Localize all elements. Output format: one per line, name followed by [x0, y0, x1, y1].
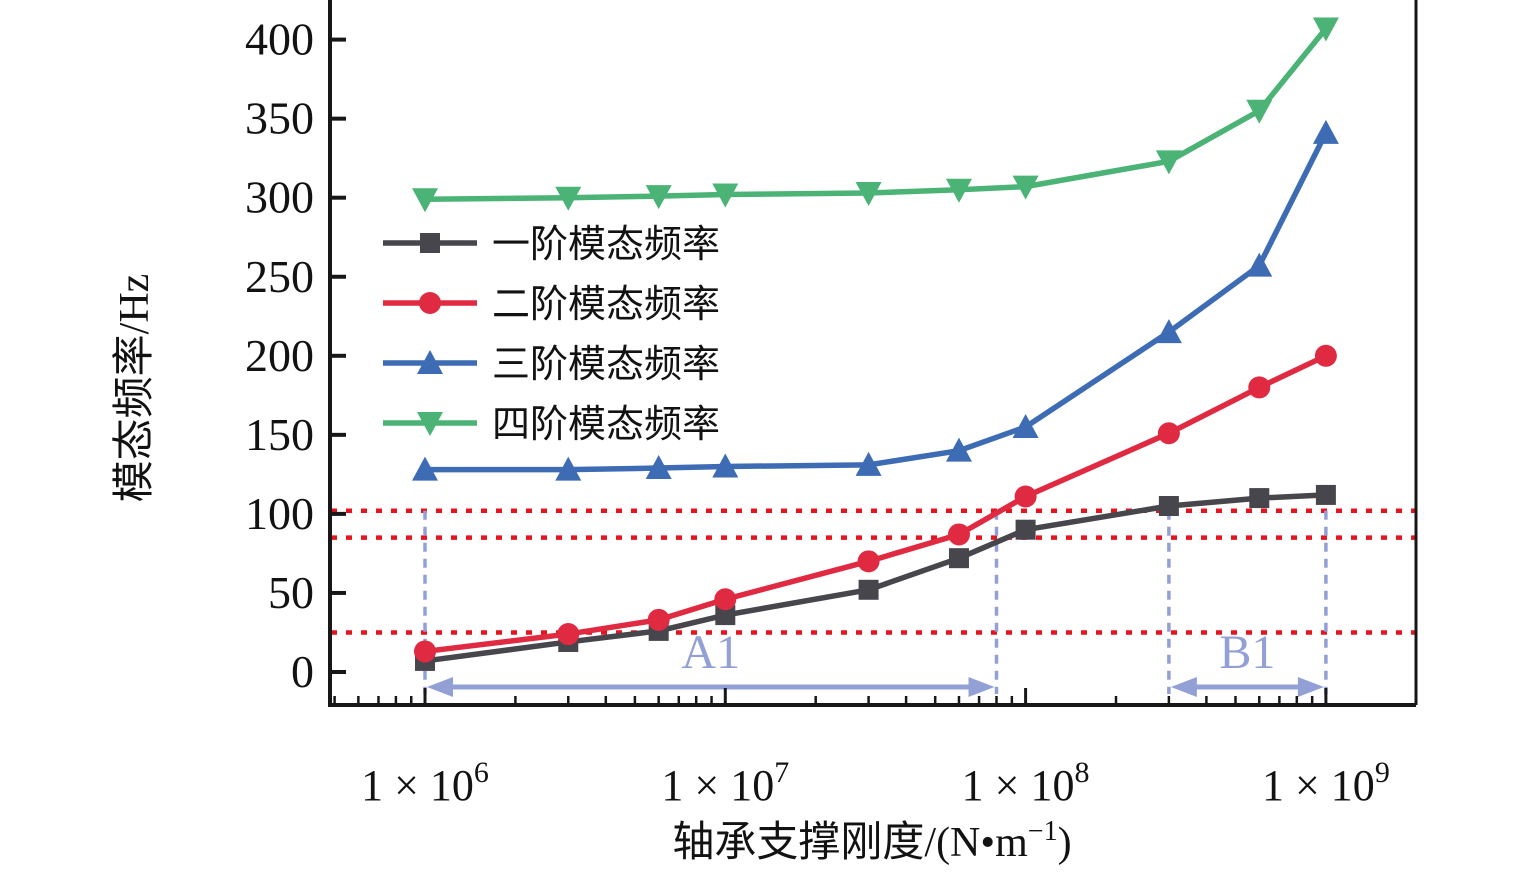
marker-triangle-up: [645, 455, 672, 480]
arrow-head: [1297, 677, 1324, 697]
annotation-regions: A1 B1: [423, 510, 1328, 697]
marker-triangle-up: [555, 456, 582, 481]
series-2: [414, 344, 1337, 663]
arrow-head: [968, 677, 995, 697]
y-tick-label: 300: [245, 172, 314, 223]
arrow-head: [1170, 677, 1197, 697]
marker-triangle-up: [1012, 413, 1039, 438]
marker-triangle-down: [417, 412, 443, 436]
axes: [328, 0, 1418, 707]
series-3: [412, 119, 1339, 481]
marker-triangle-down: [712, 183, 739, 208]
marker-triangle-up: [1246, 252, 1273, 277]
marker-triangle-down: [1246, 99, 1273, 124]
marker-square: [1015, 519, 1036, 540]
y-tick-label: 350: [245, 93, 314, 144]
marker-triangle-down: [645, 185, 672, 210]
series-4: [412, 17, 1339, 213]
marker-circle: [1314, 344, 1337, 367]
marker-triangle-up: [417, 350, 443, 374]
marker-square: [1158, 495, 1179, 516]
marker-circle: [1014, 485, 1037, 508]
legend-label: 四阶模态频率: [492, 404, 720, 446]
series-line: [422, 353, 1329, 655]
legend-item: 一阶模态频率: [383, 224, 720, 266]
y-tick-label: 200: [245, 330, 314, 381]
y-tick-label: 100: [245, 488, 314, 539]
marker-circle: [419, 292, 441, 314]
x-tick-label: 1 × 108: [962, 756, 1090, 810]
marker-square: [948, 548, 969, 569]
x-tick-label: 1 × 106: [361, 756, 489, 810]
x-tick-label: 1 × 107: [661, 756, 789, 810]
marker-circle: [1157, 422, 1180, 445]
series-line: [422, 130, 1329, 473]
y-tick-label: 0: [291, 646, 314, 697]
marker-triangle-down: [555, 186, 582, 211]
y-tick-label: 50: [268, 567, 314, 618]
marker-square: [715, 605, 736, 626]
marker-circle: [557, 623, 580, 646]
marker-triangle-up: [412, 456, 438, 481]
y-axis-title: 模态频率/Hz: [111, 274, 158, 503]
marker-triangle-up: [1155, 319, 1182, 344]
arrow-head: [427, 677, 453, 697]
x-tick-labels: 1 × 106 1 × 107 1 × 108 1 × 109: [361, 756, 1390, 810]
marker-triangle-down: [1012, 175, 1039, 200]
marker-triangle-up: [855, 451, 882, 476]
legend-item: 三阶模态频率: [383, 344, 720, 386]
marker-square: [420, 233, 440, 253]
legend-label: 三阶模态频率: [492, 344, 720, 386]
y-tick-labels: 0 50 100 150 200 250 300 350 400: [245, 14, 314, 697]
marker-triangle-up: [945, 437, 972, 462]
legend-label: 二阶模态频率: [492, 284, 720, 326]
marker-triangle-down: [412, 188, 438, 213]
marker-triangle-up: [1312, 119, 1339, 144]
series-lines: [412, 17, 1339, 671]
legend-item: 四阶模态频率: [383, 404, 720, 446]
legend-label: 一阶模态频率: [492, 224, 720, 266]
marker-circle: [414, 640, 436, 663]
legend-item: 二阶模态频率: [383, 284, 720, 326]
marker-circle: [647, 608, 670, 631]
region-label: B1: [1219, 626, 1275, 679]
marker-triangle-down: [945, 178, 972, 203]
y-tick-label: 400: [245, 14, 314, 65]
x-tick-label: 1 × 109: [1262, 756, 1390, 810]
marker-circle: [714, 588, 737, 611]
marker-square: [1249, 488, 1270, 509]
y-tick-label: 250: [245, 251, 314, 302]
marker-circle: [1248, 376, 1271, 399]
region-label: A1: [681, 626, 740, 679]
reference-lines: [331, 508, 1415, 635]
marker-triangle-down: [1155, 150, 1182, 175]
marker-square: [858, 579, 879, 600]
marker-square: [1315, 484, 1336, 505]
x-axis-title: 轴承支撑刚度/(N•m−1): [672, 816, 1071, 866]
marker-triangle-down: [855, 181, 882, 206]
y-tick-label: 150: [245, 409, 314, 460]
series-line: [422, 25, 1329, 203]
marker-triangle-up: [712, 453, 739, 478]
marker-circle: [947, 523, 970, 546]
marker-circle: [857, 550, 880, 573]
marker-triangle-down: [1312, 17, 1339, 42]
series-line: [422, 492, 1329, 664]
